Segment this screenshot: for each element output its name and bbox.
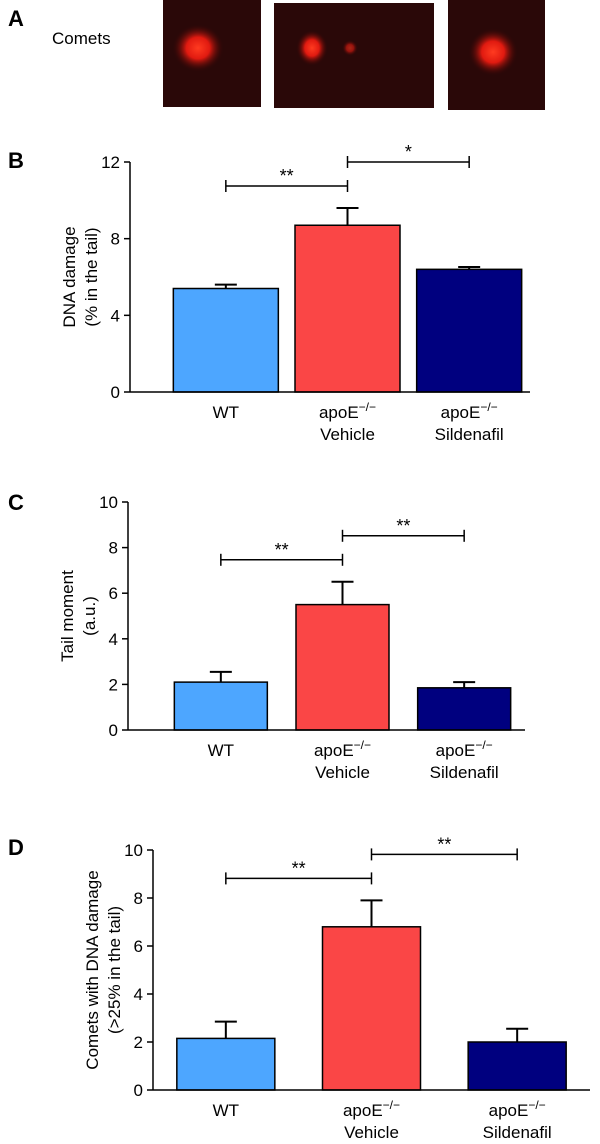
category-sup: −/−: [359, 400, 376, 414]
category-sup: −/−: [475, 738, 492, 752]
error-bar: [214, 283, 237, 289]
x-tick-label: WT: [213, 403, 239, 422]
error-bar: [209, 670, 232, 683]
error-bar: [336, 207, 359, 226]
significance-label: **: [275, 540, 289, 560]
y-axis-label: DNA damage: [60, 226, 79, 327]
category-text: apoE: [436, 741, 476, 760]
significance-label: *: [405, 142, 412, 162]
y-tick-label: 4: [134, 985, 143, 1004]
significance-label: **: [292, 858, 306, 878]
comet-tail: [342, 40, 358, 56]
x-tick-label: apoE−/−: [319, 400, 376, 422]
error-bar: [506, 1027, 529, 1042]
comet-head: [296, 30, 328, 66]
category-sup: −/−: [480, 400, 497, 414]
bar: [415, 268, 523, 393]
x-tick-label: WT: [213, 1101, 239, 1120]
x-tick-label: Vehicle: [344, 1123, 399, 1142]
x-tick-label: apoE−/−: [314, 738, 371, 760]
y-tick-label: 4: [109, 630, 118, 649]
x-tick-label: Sildenafil: [430, 763, 499, 782]
x-tick-label: apoE−/−: [436, 738, 493, 760]
y-tick-label: 0: [134, 1081, 143, 1100]
error-bar: [214, 1020, 237, 1039]
category-text: apoE: [489, 1101, 529, 1120]
category-text: apoE: [343, 1101, 383, 1120]
y-axis-label: Comets with DNA damage: [83, 870, 102, 1069]
y-tick-label: 8: [109, 539, 118, 558]
bar: [172, 287, 280, 393]
x-tick-label: Sildenafil: [483, 1123, 552, 1142]
y-tick-label: 4: [111, 306, 120, 325]
bar: [176, 1037, 276, 1091]
y-tick-label: 10: [124, 841, 143, 860]
comet-images: [163, 0, 545, 110]
bar: [321, 926, 422, 1091]
comets-title: Comets: [52, 29, 111, 48]
y-tick-label: 8: [134, 889, 143, 908]
bar: [467, 1041, 567, 1091]
category-text: WT: [208, 741, 234, 760]
x-tick-label: WT: [208, 741, 234, 760]
bar: [295, 603, 390, 731]
y-tick-label: 10: [99, 493, 118, 512]
x-tick-label: Vehicle: [320, 425, 375, 444]
y-tick-label: 0: [109, 721, 118, 740]
x-tick-label: apoE−/−: [489, 1098, 546, 1120]
y-axis-label: (a.u.): [80, 596, 99, 636]
panel-label: D: [8, 835, 24, 860]
y-tick-label: 6: [134, 937, 143, 956]
y-tick-label: 12: [101, 153, 120, 172]
y-tick-label: 2: [109, 675, 118, 694]
error-bar: [360, 899, 383, 927]
category-sup: −/−: [354, 738, 371, 752]
significance-label: **: [396, 516, 410, 536]
category-sup: −/−: [528, 1098, 545, 1112]
bar: [416, 687, 512, 731]
x-tick-label: apoE−/−: [343, 1098, 400, 1120]
bar: [173, 681, 269, 731]
y-axis-label: (>25% in the tail): [105, 906, 124, 1034]
error-bar: [453, 681, 476, 688]
significance-label: **: [437, 834, 451, 854]
comet-head: [468, 28, 518, 76]
x-tick-label: Vehicle: [315, 763, 370, 782]
y-tick-label: 8: [111, 230, 120, 249]
significance-label: **: [280, 166, 294, 186]
panel-label: C: [8, 490, 24, 515]
y-tick-label: 2: [134, 1033, 143, 1052]
x-tick-label: apoE−/−: [441, 400, 498, 422]
y-axis-label: Tail moment: [58, 570, 77, 662]
y-tick-label: 0: [111, 383, 120, 402]
panel-label: A: [8, 6, 24, 31]
category-text: apoE: [314, 741, 354, 760]
category-text: WT: [213, 403, 239, 422]
panel-label: B: [8, 148, 24, 173]
category-text: WT: [213, 1101, 239, 1120]
category-sup: −/−: [383, 1098, 400, 1112]
y-tick-label: 6: [109, 584, 118, 603]
bar: [294, 224, 401, 393]
error-bar: [331, 580, 354, 605]
error-bar: [458, 266, 481, 270]
y-axis-label: (% in the tail): [82, 227, 101, 326]
category-text: apoE: [441, 403, 481, 422]
category-text: apoE: [319, 403, 359, 422]
x-tick-label: Sildenafil: [435, 425, 504, 444]
comet-head: [172, 24, 224, 72]
